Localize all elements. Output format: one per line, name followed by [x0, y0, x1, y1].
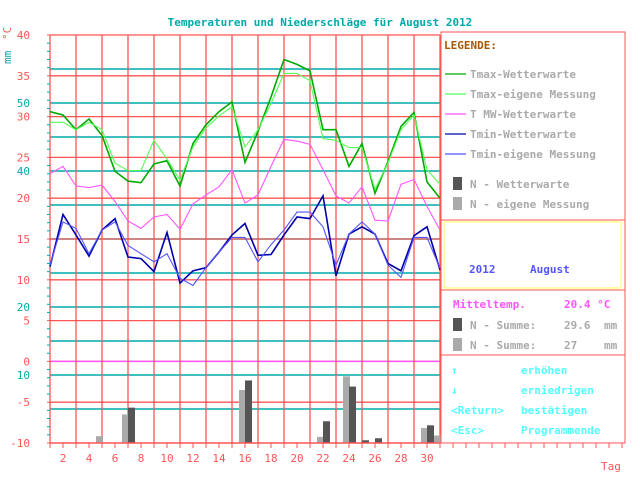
key-action: erhöhen — [521, 364, 567, 377]
x-tick-label: 14 — [212, 452, 226, 465]
rain-bar-own — [96, 436, 103, 443]
temp-tick-label: 25 — [17, 151, 30, 164]
legend-bar-swatch — [453, 177, 462, 190]
selected-month[interactable]: August — [530, 263, 570, 276]
x-axis-label: Tag — [601, 460, 621, 473]
temp-tick-label: 10 — [17, 274, 30, 287]
temp-tick-label: 0 — [23, 355, 30, 368]
sum-own-value: 27 — [564, 339, 577, 352]
key-hint: ↓ — [451, 384, 458, 397]
selected-year[interactable]: 2012 — [469, 263, 496, 276]
side-panel: LEGENDE: Tmax-Wetterwarte Tmax-eigene Mes… — [440, 31, 626, 444]
sum-own-unit: mm — [604, 339, 618, 352]
rain-bar-own — [317, 436, 324, 443]
temp-tick-label: 20 — [17, 192, 30, 205]
series-line-tmw_ww — [49, 138, 441, 231]
temp-tick-label: 40 — [17, 29, 30, 42]
axes: 2 4 6 8 10 12 14 16 18 20 22 24 26 28 3040353025201510… — [10, 29, 623, 465]
rain-bar-own — [421, 428, 428, 443]
rain-bar-ww — [349, 386, 356, 443]
rain-bar-ww — [128, 407, 135, 443]
key-action: Programmende — [521, 424, 601, 437]
series-line-tmin_own — [49, 211, 441, 287]
x-tick-label: 2 — [60, 452, 67, 465]
rain-bar-ww — [245, 380, 252, 443]
legend-item-label: Tmax-Wetterwarte — [470, 68, 576, 81]
legend-item-label: Tmax-eigene Messung — [470, 88, 596, 101]
x-tick-label: 10 — [160, 452, 173, 465]
mean-temp-label: Mitteltemp. — [453, 298, 526, 311]
x-tick-label: 4 — [86, 452, 93, 465]
sum-own-label: N - Summe: — [470, 339, 536, 352]
legend-item-label: T MW-Wetterwarte — [470, 108, 576, 121]
rain-bar-own — [434, 435, 441, 443]
rain-bar-ww — [362, 440, 369, 443]
x-tick-label: 30 — [420, 452, 433, 465]
rain-own-swatch — [453, 338, 462, 351]
rain-ww-swatch — [453, 318, 462, 331]
legend-bar-swatch — [453, 197, 462, 210]
x-tick-label: 16 — [238, 452, 251, 465]
rain-bar-own — [343, 376, 350, 443]
legend-box — [440, 31, 626, 444]
x-tick-label: 12 — [186, 452, 199, 465]
legend-item-label: N - eigene Messung — [470, 198, 589, 211]
x-tick-label: 26 — [368, 452, 381, 465]
key-hint: <Esc> — [451, 424, 484, 437]
x-tick-label: 28 — [394, 452, 407, 465]
chart-title: Temperaturen und Niederschläge für Augus… — [168, 16, 473, 29]
rain-bar-ww — [323, 421, 330, 443]
temperature-lines — [49, 58, 441, 287]
rain-unit-label: mm — [1, 50, 14, 64]
rain-bar-own — [122, 414, 129, 443]
legend-item-label: N - Wetterwarte — [470, 178, 570, 191]
temp-tick-label: -5 — [17, 396, 30, 409]
key-hint: ↑ — [451, 364, 458, 377]
legend-item-label: Tmin-Wetterwarte — [470, 128, 576, 141]
rain-tick-label: 40 — [17, 165, 30, 178]
sum-ww-value: 29.6 — [564, 319, 591, 332]
temp-unit-label: °C — [1, 27, 14, 40]
x-tick-label: 20 — [290, 452, 303, 465]
temp-tick-label: 30 — [17, 111, 30, 124]
x-tick-label: 22 — [316, 452, 329, 465]
legend-title: LEGENDE: — [444, 39, 497, 52]
temp-tick-label: -10 — [10, 437, 30, 450]
precipitation-bars — [96, 376, 441, 443]
x-tick-label: 8 — [138, 452, 145, 465]
rain-bar-ww — [427, 425, 434, 443]
x-tick-label: 6 — [112, 452, 119, 465]
rain-bar-ww — [375, 438, 382, 443]
series-line-tmax_own — [50, 72, 441, 191]
x-tick-label: 24 — [342, 452, 356, 465]
temp-tick-label: 5 — [23, 315, 30, 328]
rain-tick-label: 50 — [17, 97, 30, 110]
temp-tick-label: 35 — [17, 70, 30, 83]
temp-tick-label: 15 — [17, 233, 30, 246]
sum-ww-unit: mm — [604, 319, 618, 332]
sum-ww-label: N - Summe: — [470, 319, 536, 332]
year-month-box[interactable] — [443, 221, 622, 289]
rain-tick-label: 10 — [17, 369, 30, 382]
key-hint: <Return> — [451, 404, 504, 417]
rain-tick-label: 20 — [17, 301, 30, 314]
grid — [49, 34, 441, 443]
legend-item-label: Tmin-eigene Messung — [470, 148, 596, 161]
key-action: bestätigen — [521, 404, 587, 417]
rain-bar-own — [239, 389, 246, 443]
key-action: erniedrigen — [521, 384, 594, 397]
series-line-tmax_ww — [49, 58, 441, 199]
x-tick-label: 18 — [264, 452, 277, 465]
mean-temp-value: 20.4 °C — [564, 298, 610, 311]
